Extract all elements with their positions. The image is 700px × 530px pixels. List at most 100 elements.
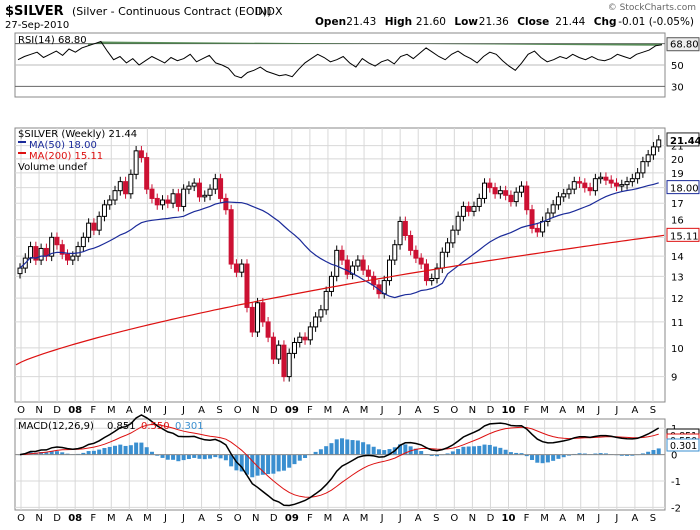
candle-body [577, 181, 583, 184]
macd-histogram-bar [181, 454, 186, 461]
candle-body [434, 267, 440, 279]
macd-legend-signal: 0.550 [141, 421, 170, 432]
candle-body [645, 154, 651, 163]
macd-histogram-bar [514, 452, 519, 455]
candle-body [587, 187, 593, 192]
price-x-label: O [234, 405, 242, 416]
macd-histogram-bar [229, 454, 234, 467]
macd-histogram-bar [297, 454, 302, 461]
macd-histogram-bar [403, 444, 408, 455]
macd-histogram-bar [39, 451, 44, 455]
candle-body [191, 182, 197, 187]
macd-histogram-bar [493, 446, 498, 455]
candle-body [313, 316, 319, 328]
macd-histogram-bar [435, 454, 440, 457]
price-x-label: J [398, 405, 402, 416]
exchange: INDX [255, 5, 283, 18]
candle-body [228, 209, 234, 265]
candle-body [196, 182, 202, 198]
macd-x-label: J [163, 513, 167, 524]
candle-body [270, 336, 276, 360]
macd-x-label: A [126, 513, 133, 524]
macd-x-label: S [650, 513, 656, 524]
price-tick-label: 14 [671, 252, 684, 263]
candle-body [445, 242, 451, 253]
candle-body [339, 249, 345, 261]
candle-body [360, 259, 366, 271]
price-x-label: J [163, 405, 167, 416]
macd-frame [14, 418, 666, 511]
candle-body [402, 220, 408, 237]
macd-x-label: D [270, 513, 278, 524]
quote-open-value: 21.43 [346, 16, 376, 28]
price-x-label: J [596, 405, 600, 416]
macd-x-label: 10 [502, 513, 516, 524]
macd-histogram-bar [218, 454, 223, 459]
price-x-label: M [107, 405, 116, 416]
price-x-label: A [631, 405, 638, 416]
price-x-label: A [126, 405, 133, 416]
price-x-label: J [380, 405, 384, 416]
macd-histogram-bar [266, 454, 271, 475]
candle-body [371, 275, 377, 286]
macd-histogram-bar [197, 454, 202, 459]
macd-x-label: M [360, 513, 369, 524]
macd-histogram-bar [540, 454, 545, 464]
description: (Silver - Continuous Contract (EOD)) [72, 5, 272, 18]
price-tick-label: 17 [671, 199, 684, 210]
macd-histogram-bar [97, 449, 102, 455]
macd-x-label: J [596, 513, 600, 524]
macd-histogram-bar [160, 454, 165, 458]
price-legend: $SILVER (Weekly) 21.44 [18, 129, 137, 140]
quote-chg-label: Chg [594, 16, 617, 28]
price-x-label: N [252, 405, 259, 416]
candle-body [186, 185, 192, 190]
macd-histogram-bar [165, 454, 170, 460]
candle-body [550, 204, 556, 214]
ma50-swatch [18, 141, 26, 143]
macd-x-label: M [540, 513, 549, 524]
candle-body [328, 275, 334, 292]
candle-body [571, 181, 577, 190]
macd-histogram-bar [477, 445, 482, 455]
macd-histogram-bar [456, 448, 461, 455]
price-tick-label: 12 [671, 294, 684, 305]
candle-body [202, 194, 208, 198]
quote-low-label: Low [454, 16, 478, 28]
candle-body [566, 188, 572, 195]
price-x-label: A [198, 405, 205, 416]
macd-histogram-bar [213, 454, 218, 458]
candle-body [423, 263, 429, 282]
candle-body [123, 181, 129, 195]
macd-histogram-bar [134, 442, 139, 455]
quote-open-label: Open [315, 16, 346, 28]
price-tick-label: 9 [671, 373, 677, 384]
macd-histogram-bar [593, 453, 598, 455]
candle-body [91, 222, 97, 231]
price-tick-label: 11 [671, 318, 684, 329]
candle-body [624, 181, 630, 186]
macd-legend-macd: 0.851 [107, 421, 136, 432]
price-frame [14, 127, 666, 403]
macd-x-label: S [216, 513, 222, 524]
candle-body [471, 205, 477, 212]
macd-histogram-bar [419, 451, 424, 455]
macd-histogram-bar [471, 446, 476, 455]
price-x-label: F [307, 405, 313, 416]
price-x-label: A [415, 405, 422, 416]
candle-body [149, 188, 155, 199]
candle-body [344, 259, 350, 275]
macd-histogram-bar [498, 447, 503, 455]
candle-body [534, 227, 540, 233]
macd-histogram-bar [361, 442, 366, 455]
symbol: $SILVER [5, 4, 64, 19]
macd-x-label: M [143, 513, 152, 524]
price-x-label: M [540, 405, 549, 416]
macd-histogram-bar [524, 454, 529, 457]
badge-box-ma50 [666, 180, 700, 195]
candle-body [492, 187, 498, 195]
candle-body [476, 197, 482, 207]
candle-body [239, 263, 245, 273]
price-x-label: O [450, 405, 458, 416]
